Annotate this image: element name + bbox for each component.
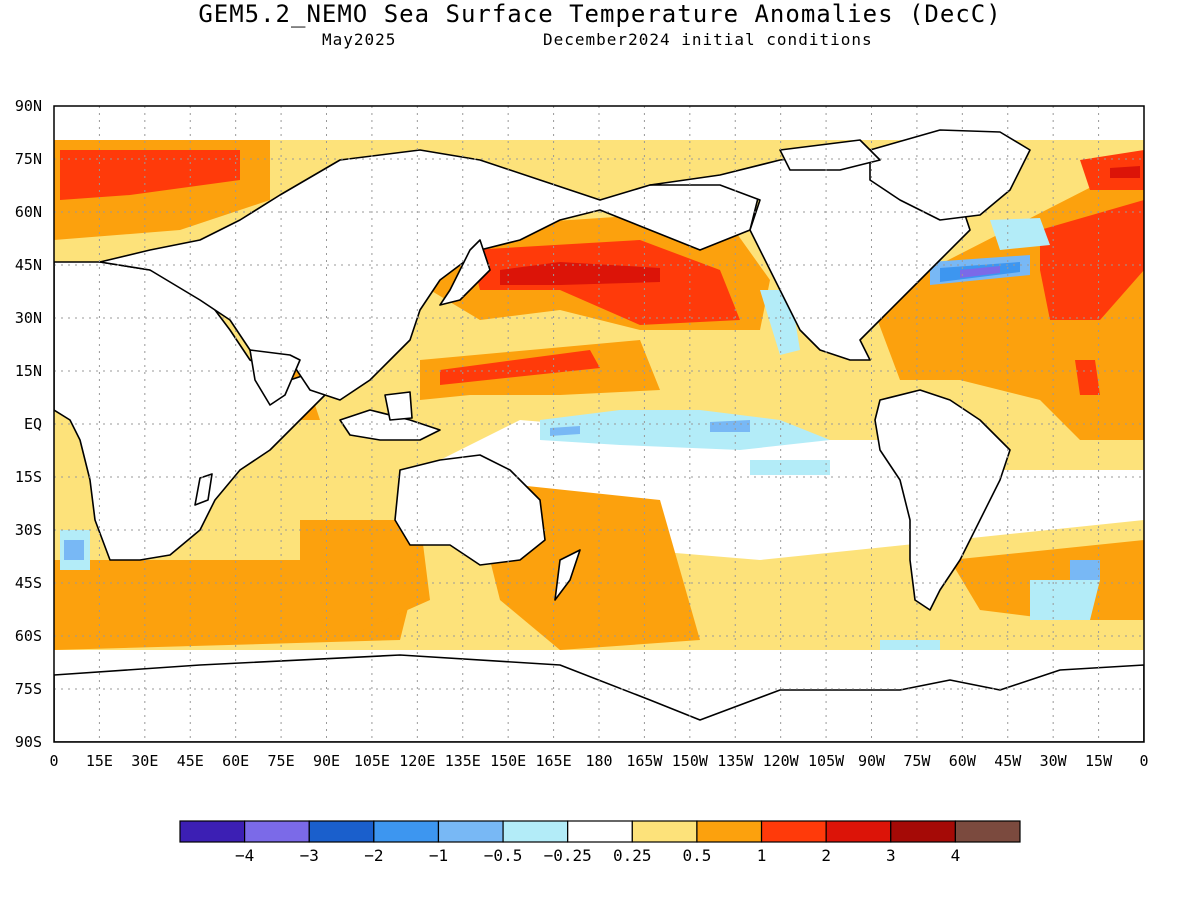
lon-label: 30W (1040, 752, 1068, 770)
colorbar-label: 3 (886, 846, 896, 865)
land-australia (394, 454, 546, 566)
colorbar-swatch (373, 820, 440, 843)
colorbar-label: 2 (821, 846, 831, 865)
colorbar-label: −0.25 (544, 846, 592, 865)
lon-label: 150E (490, 752, 526, 770)
lon-label: 45W (994, 752, 1022, 770)
colorbar-label: 4 (951, 846, 961, 865)
lon-label: 165E (536, 752, 572, 770)
lon-label: 135E (445, 752, 481, 770)
colorbar-swatch (437, 820, 504, 843)
land-madagascar (194, 473, 213, 506)
lon-label: 15W (1085, 752, 1113, 770)
colorbar-swatch (890, 820, 956, 843)
land-antarctica (54, 654, 1144, 742)
colorbar-swatch (308, 820, 375, 843)
map-title: GEM5.2_NEMO Sea Surface Temperature Anom… (198, 0, 1002, 28)
lat-label: 30N (15, 309, 42, 327)
longitude-axis: 0 15E 30E 45E 60E 75E 90E 105E 120E 135E 150E 165E 1… (49, 752, 1148, 770)
lat-label: 75N (15, 150, 42, 168)
lon-label: 30E (131, 752, 158, 770)
lon-label: 0 (49, 752, 58, 770)
colorbar-label: 0.5 (682, 846, 711, 865)
lat-label: 15N (15, 362, 42, 380)
anomaly-very-strong-warm (500, 166, 1140, 285)
lon-label: 135W (717, 752, 754, 770)
lon-label: 15E (86, 752, 113, 770)
land-indonesia (339, 409, 441, 441)
lat-label: 90S (15, 733, 42, 751)
lat-label: 45N (15, 256, 42, 274)
colorbar: −4 −3 −2 −1 −0.5 −0.25 0.25 0.5 1 2 3 4 (179, 820, 1021, 865)
lon-label: 75W (903, 752, 931, 770)
anomaly-weak-cool (60, 218, 1100, 650)
colorbar-swatch (760, 820, 827, 843)
colorbar-swatch (179, 820, 246, 843)
colorbar-label: −2 (364, 846, 383, 865)
lon-label: 120W (763, 752, 800, 770)
lon-label: 120E (399, 752, 435, 770)
lon-label: 165W (626, 752, 663, 770)
lat-label: 90N (15, 97, 42, 115)
grid-lines (54, 106, 1144, 742)
lon-label: 105W (808, 752, 845, 770)
init-conditions: December2024 initial conditions (543, 30, 873, 49)
colorbar-label: −1 (429, 846, 448, 865)
lon-label: 45E (177, 752, 204, 770)
lat-label: EQ (24, 415, 42, 433)
land-borneo (384, 391, 413, 421)
lat-label: 15S (15, 468, 42, 486)
colorbar-swatch (954, 820, 1021, 843)
land-india (249, 349, 301, 406)
lon-label: 180 (585, 752, 612, 770)
colorbar-label: −4 (235, 846, 254, 865)
colorbar-swatch (825, 820, 892, 843)
colorbar-swatch (502, 820, 569, 843)
lon-label: 60E (222, 752, 249, 770)
land-africa (54, 261, 331, 561)
lat-label: 45S (15, 574, 42, 592)
lon-label: 105E (354, 752, 390, 770)
colorbar-label: 0.25 (613, 846, 652, 865)
lon-label: 90W (858, 752, 886, 770)
anomaly-strong-warm (60, 150, 1144, 395)
lon-label: 90E (313, 752, 340, 770)
map-frame (53, 105, 1145, 743)
valid-month: May2025 (322, 30, 397, 49)
lon-label: 60W (949, 752, 977, 770)
land-japan (439, 239, 491, 306)
land-arctic-islands (779, 139, 881, 171)
colorbar-swatch (244, 820, 310, 843)
anomaly-strong-cool (960, 266, 1000, 278)
colorbar-swatch (696, 820, 763, 843)
colorbar-swatch (567, 820, 633, 843)
lon-label: 150W (672, 752, 709, 770)
colorbar-swatch (631, 820, 698, 843)
latitude-axis: 90N 75N 60N 45N 30N 15N EQ 15S 30S 45S 60S 75S 90S (15, 97, 42, 751)
colorbar-label: 1 (757, 846, 767, 865)
lat-label: 60S (15, 627, 42, 645)
lon-label: 0 (1139, 752, 1148, 770)
lon-label: 75E (268, 752, 295, 770)
lat-label: 75S (15, 680, 42, 698)
lat-label: 30S (15, 521, 42, 539)
land-south-america (874, 389, 1011, 611)
land-newzealand (554, 549, 581, 601)
lat-label: 60N (15, 203, 42, 221)
colorbar-label: −0.5 (484, 846, 523, 865)
colorbar-label: −3 (300, 846, 319, 865)
land-greenland (869, 129, 1031, 221)
